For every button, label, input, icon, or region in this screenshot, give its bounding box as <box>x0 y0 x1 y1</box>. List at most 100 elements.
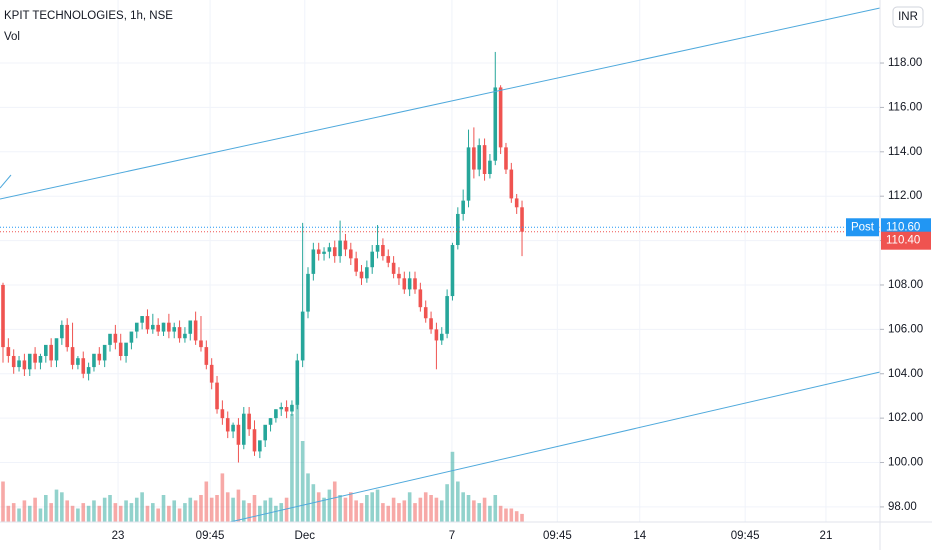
volume-bar <box>370 492 375 522</box>
candle-body <box>27 353 32 370</box>
volume-bar <box>247 503 251 522</box>
candle-body <box>434 329 439 341</box>
candle-body <box>204 347 209 365</box>
x-tick-label: 21 <box>820 530 833 542</box>
candle-body <box>151 324 155 330</box>
volume-bar <box>472 500 476 522</box>
candle-body <box>445 296 449 334</box>
volume-bar <box>209 497 214 522</box>
volume-bar <box>418 497 423 522</box>
volume-bar <box>381 503 385 522</box>
volume-bar <box>11 503 16 522</box>
volume-bar <box>204 481 209 522</box>
candle-body <box>349 249 353 259</box>
candle-body <box>402 278 407 290</box>
candle-body <box>156 324 160 332</box>
candle-body <box>429 318 433 330</box>
candle-body <box>482 145 487 174</box>
volume-bar <box>199 495 203 522</box>
volume-bar <box>456 481 460 522</box>
volume-bar <box>60 492 64 522</box>
currency-button-label[interactable]: INR <box>898 11 918 23</box>
candle-body <box>407 278 412 290</box>
candle-body <box>472 147 476 170</box>
candle-body <box>215 382 219 410</box>
candle-body <box>1 284 5 348</box>
volume-bar <box>113 503 118 522</box>
volume-bar <box>316 492 321 522</box>
volume-bar <box>108 495 112 522</box>
volume-bar <box>402 500 407 522</box>
volume-bar <box>461 492 465 522</box>
candle-body <box>225 418 230 432</box>
candle-body <box>6 347 11 356</box>
price-tag-box <box>846 218 879 237</box>
volume-bar <box>17 508 21 522</box>
candle-body <box>391 262 396 274</box>
volume-bar <box>343 497 348 522</box>
volume-bar <box>263 500 267 522</box>
candle-body <box>493 87 498 161</box>
candle-body <box>108 333 112 345</box>
candle-body <box>118 342 123 356</box>
candle-body <box>183 333 187 339</box>
x-tick-label: 14 <box>633 530 646 542</box>
candle-body <box>300 311 305 361</box>
volume-bar <box>386 505 391 522</box>
volume-bar <box>220 473 225 522</box>
volume-label: Vol <box>4 31 20 43</box>
volume-bar <box>279 503 284 522</box>
candle-body <box>113 333 118 343</box>
y-tick-label: 100.00 <box>888 457 923 469</box>
volume-bar <box>498 505 503 522</box>
volume-bar <box>445 484 449 522</box>
candle-body <box>274 409 278 419</box>
volume-bar <box>375 489 380 522</box>
volume-bar <box>466 495 471 522</box>
volume-bar <box>183 503 187 522</box>
candle-body <box>86 367 91 374</box>
x-tick-label: 09:45 <box>196 530 225 542</box>
price-label: 110.40 <box>886 235 920 247</box>
candle-body <box>498 87 503 148</box>
candle-body <box>124 342 128 356</box>
y-tick-label: 102.00 <box>888 412 923 424</box>
currency-button[interactable] <box>892 6 924 28</box>
volume-bar <box>236 489 241 522</box>
x-tick-label: 7 <box>449 530 455 542</box>
candle-body <box>172 327 177 332</box>
candle-body <box>199 340 203 348</box>
candle-body <box>258 440 262 452</box>
volume-bar <box>434 497 439 522</box>
volume-bar <box>327 489 332 522</box>
candle-body <box>54 338 59 361</box>
candle-body <box>92 353 96 368</box>
y-tick-label: 98.00 <box>888 501 917 513</box>
candle-body <box>375 245 380 252</box>
candle-body <box>359 271 364 279</box>
candle-body <box>413 278 417 290</box>
candle-body <box>220 409 225 419</box>
volume-bar <box>81 503 86 522</box>
candle-body <box>167 322 171 332</box>
candle-body <box>161 322 166 332</box>
volume-bar <box>520 513 524 522</box>
volume-bar <box>134 497 139 522</box>
candle-body <box>247 413 251 430</box>
price-label-box <box>881 231 931 250</box>
candle-body <box>466 147 471 201</box>
candle-body <box>44 344 48 356</box>
y-tick-label: 116.00 <box>888 101 922 113</box>
volume-bar <box>477 503 482 522</box>
volume-bar <box>225 492 230 522</box>
candle-body <box>65 324 70 348</box>
volume-bar <box>439 500 444 522</box>
candle-body <box>33 353 37 363</box>
candle-body <box>76 358 80 365</box>
candle-body <box>188 320 193 334</box>
candle-body <box>236 424 241 445</box>
candle-body <box>17 360 21 368</box>
volume-bar <box>391 497 396 522</box>
